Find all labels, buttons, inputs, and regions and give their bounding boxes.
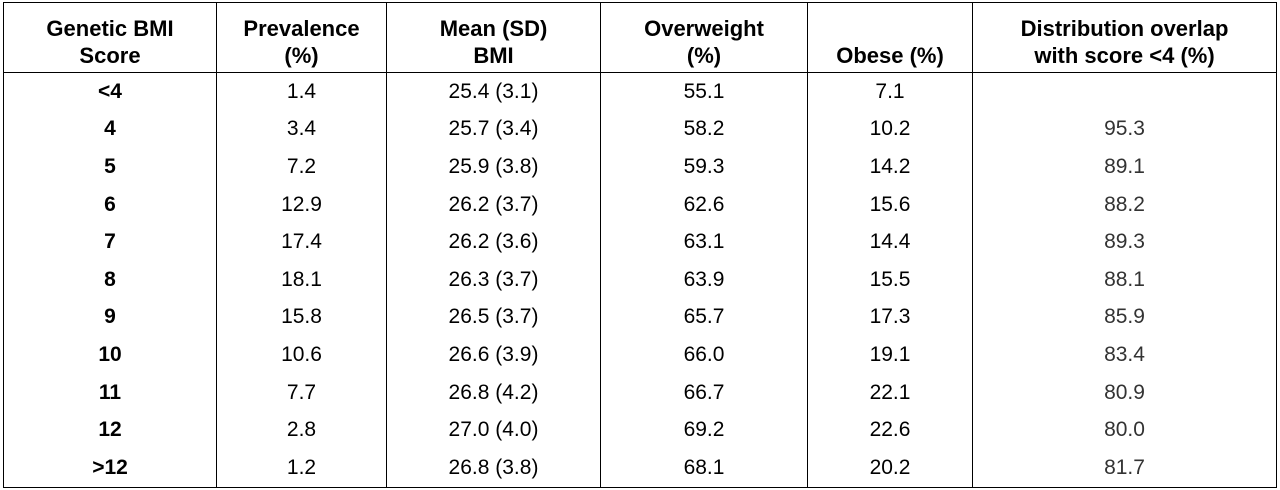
overlap-cell: 83.4 bbox=[972, 336, 1277, 374]
score-cell: 4 bbox=[3, 110, 217, 149]
score-cell: >12 bbox=[3, 448, 217, 488]
header-text: Mean (SD) bbox=[439, 16, 548, 41]
table-row: 10 10.6 26.6 (3.9) 66.0 19.1 83.4 bbox=[3, 336, 1277, 374]
overlap-cell bbox=[972, 72, 1277, 111]
prevalence-cell: 10.6 bbox=[216, 336, 387, 374]
header-text: (%) bbox=[686, 43, 722, 68]
obese-cell: 20.2 bbox=[807, 448, 973, 488]
score-cell: 9 bbox=[3, 298, 217, 337]
prevalence-cell: 12.9 bbox=[216, 185, 387, 224]
prevalence-cell: 3.4 bbox=[216, 110, 387, 149]
overlap-cell: 95.3 bbox=[972, 110, 1277, 149]
overweight-cell: 69.2 bbox=[600, 411, 808, 449]
overweight-cell: 59.3 bbox=[600, 148, 808, 186]
score-cell: 5 bbox=[3, 148, 217, 186]
prevalence-cell: 1.2 bbox=[216, 448, 387, 488]
table-header-row: Genetic BMI Score Prevalence (%) Mean (S… bbox=[3, 2, 1277, 73]
obese-cell: 22.1 bbox=[807, 373, 973, 412]
overlap-cell: 89.1 bbox=[972, 148, 1277, 186]
table-row: 11 7.7 26.8 (4.2) 66.7 22.1 80.9 bbox=[3, 373, 1277, 412]
mean-bmi-cell: 26.3 (3.7) bbox=[386, 260, 601, 299]
mean-bmi-cell: 26.2 (3.6) bbox=[386, 223, 601, 261]
overweight-cell: 55.1 bbox=[600, 72, 808, 111]
header-mean-sd-bmi: Mean (SD) BMI bbox=[386, 2, 601, 73]
score-cell: 11 bbox=[3, 373, 217, 412]
mean-bmi-cell: 25.7 (3.4) bbox=[386, 110, 601, 149]
mean-bmi-cell: 25.9 (3.8) bbox=[386, 148, 601, 186]
prevalence-cell: 18.1 bbox=[216, 260, 387, 299]
obese-cell: 22.6 bbox=[807, 411, 973, 449]
table-row: 6 12.9 26.2 (3.7) 62.6 15.6 88.2 bbox=[3, 185, 1277, 224]
header-text: Obese (%) bbox=[836, 43, 944, 68]
mean-bmi-cell: 26.6 (3.9) bbox=[386, 336, 601, 374]
table-row: 7 17.4 26.2 (3.6) 63.1 14.4 89.3 bbox=[3, 223, 1277, 261]
header-text: with score <4 (%) bbox=[1034, 43, 1215, 68]
score-cell: <4 bbox=[3, 72, 217, 111]
score-cell: 7 bbox=[3, 223, 217, 261]
prevalence-cell: 17.4 bbox=[216, 223, 387, 261]
overlap-cell: 80.9 bbox=[972, 373, 1277, 412]
header-overweight: Overweight (%) bbox=[600, 2, 808, 73]
overweight-cell: 63.9 bbox=[600, 260, 808, 299]
obese-cell: 17.3 bbox=[807, 298, 973, 337]
mean-bmi-cell: 26.5 (3.7) bbox=[386, 298, 601, 337]
mean-bmi-cell: 27.0 (4.0) bbox=[386, 411, 601, 449]
overweight-cell: 66.7 bbox=[600, 373, 808, 412]
mean-bmi-cell: 25.4 (3.1) bbox=[386, 72, 601, 111]
table-row: 8 18.1 26.3 (3.7) 63.9 15.5 88.1 bbox=[3, 260, 1277, 299]
obese-cell: 15.5 bbox=[807, 260, 973, 299]
bmi-score-table: Genetic BMI Score Prevalence (%) Mean (S… bbox=[3, 2, 1277, 488]
score-cell: 12 bbox=[3, 411, 217, 449]
prevalence-cell: 1.4 bbox=[216, 72, 387, 111]
table-body: <4 1.4 25.4 (3.1) 55.1 7.1 4 3.4 25.7 (3.4) 58.2… bbox=[3, 72, 1277, 488]
table-row: 5 7.2 25.9 (3.8) 59.3 14.2 89.1 bbox=[3, 148, 1277, 186]
header-distribution-overlap: Distribution overlap with score <4 (%) bbox=[972, 2, 1277, 73]
table-row: 9 15.8 26.5 (3.7) 65.7 17.3 85.9 bbox=[3, 298, 1277, 337]
table-row: >12 1.2 26.8 (3.8) 68.1 20.2 81.7 bbox=[3, 448, 1277, 488]
header-text: BMI bbox=[473, 43, 514, 68]
prevalence-cell: 2.8 bbox=[216, 411, 387, 449]
overlap-cell: 89.3 bbox=[972, 223, 1277, 261]
overweight-cell: 68.1 bbox=[600, 448, 808, 488]
header-text: Score bbox=[79, 43, 141, 68]
overlap-cell: 88.2 bbox=[972, 185, 1277, 224]
score-cell: 6 bbox=[3, 185, 217, 224]
obese-cell: 14.4 bbox=[807, 223, 973, 261]
header-text: Overweight bbox=[644, 16, 764, 41]
prevalence-cell: 7.7 bbox=[216, 373, 387, 412]
overweight-cell: 66.0 bbox=[600, 336, 808, 374]
mean-bmi-cell: 26.8 (4.2) bbox=[386, 373, 601, 412]
score-cell: 8 bbox=[3, 260, 217, 299]
overlap-cell: 88.1 bbox=[972, 260, 1277, 299]
obese-cell: 10.2 bbox=[807, 110, 973, 149]
obese-cell: 14.2 bbox=[807, 148, 973, 186]
overlap-cell: 80.0 bbox=[972, 411, 1277, 449]
obese-cell: 15.6 bbox=[807, 185, 973, 224]
score-cell: 10 bbox=[3, 336, 217, 374]
table-row: 12 2.8 27.0 (4.0) 69.2 22.6 80.0 bbox=[3, 411, 1277, 449]
overweight-cell: 63.1 bbox=[600, 223, 808, 261]
obese-cell: 19.1 bbox=[807, 336, 973, 374]
header-text: Genetic BMI bbox=[46, 16, 174, 41]
prevalence-cell: 7.2 bbox=[216, 148, 387, 186]
overweight-cell: 62.6 bbox=[600, 185, 808, 224]
overlap-cell: 85.9 bbox=[972, 298, 1277, 337]
mean-bmi-cell: 26.8 (3.8) bbox=[386, 448, 601, 488]
header-text: Prevalence bbox=[243, 16, 360, 41]
overweight-cell: 58.2 bbox=[600, 110, 808, 149]
table-row: 4 3.4 25.7 (3.4) 58.2 10.2 95.3 bbox=[3, 110, 1277, 149]
overlap-cell: 81.7 bbox=[972, 448, 1277, 488]
mean-bmi-cell: 26.2 (3.7) bbox=[386, 185, 601, 224]
header-prevalence: Prevalence (%) bbox=[216, 2, 387, 73]
header-genetic-bmi-score: Genetic BMI Score bbox=[3, 2, 217, 73]
header-text: (%) bbox=[284, 43, 319, 68]
obese-cell: 7.1 bbox=[807, 72, 973, 111]
prevalence-cell: 15.8 bbox=[216, 298, 387, 337]
header-obese: Obese (%) bbox=[807, 2, 973, 73]
overweight-cell: 65.7 bbox=[600, 298, 808, 337]
header-text: Distribution overlap bbox=[1020, 16, 1229, 41]
table-row: <4 1.4 25.4 (3.1) 55.1 7.1 bbox=[3, 72, 1277, 111]
